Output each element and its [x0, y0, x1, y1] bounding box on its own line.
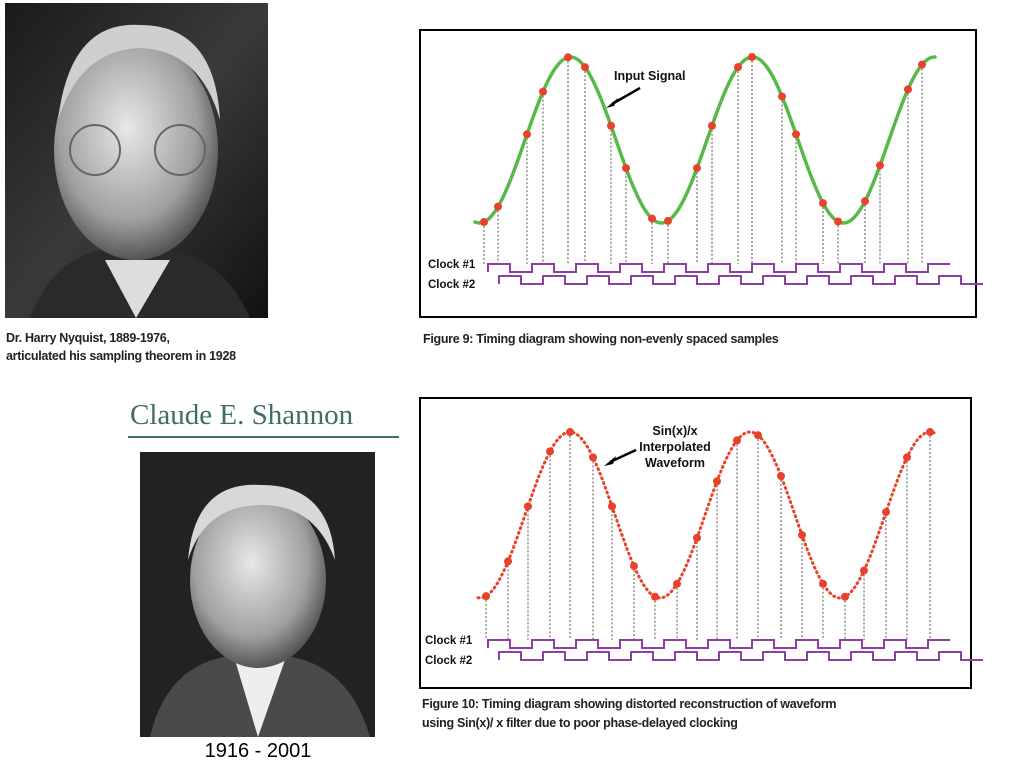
sample-dot	[819, 579, 827, 588]
shannon-years: 1916 - 2001	[205, 740, 312, 762]
clock-label: Clock #1	[425, 635, 473, 647]
sample-dot	[504, 557, 512, 566]
sample-dot	[778, 92, 786, 101]
sample-dot	[918, 60, 926, 69]
sample-dot	[608, 502, 616, 511]
arrow-head	[606, 98, 618, 108]
figure9-annotation: Input Signal	[614, 69, 686, 83]
sample-dot	[622, 164, 630, 173]
nyquist-photo	[5, 3, 268, 318]
sample-dot	[748, 53, 756, 62]
sample-dot	[713, 477, 721, 486]
sample-dot	[882, 508, 890, 517]
nyquist-caption: articulated his sampling theorem in 1928	[6, 349, 236, 363]
sample-dot	[754, 431, 762, 440]
sample-dot	[524, 502, 532, 511]
sample-dot	[589, 453, 597, 462]
figure10-diagram	[476, 428, 983, 661]
sample-dot	[546, 447, 554, 456]
figure10-caption: using Sin(x)/ x filter due to poor phase…	[422, 716, 738, 730]
sample-dot	[841, 592, 849, 601]
shannon-photo	[140, 452, 375, 737]
figure10-annotation: Interpolated	[639, 440, 711, 454]
sample-dot	[566, 428, 574, 436]
sample-dot	[733, 436, 741, 445]
sample-dot	[876, 161, 884, 170]
clock-waveform	[498, 651, 983, 661]
sample-dot	[607, 121, 615, 130]
sample-dot	[792, 130, 800, 139]
sample-dot	[834, 217, 842, 226]
sample-dot	[904, 85, 912, 94]
shannon-name: Claude E. Shannon	[130, 399, 354, 431]
sample-dot	[693, 533, 701, 542]
sample-dot	[581, 63, 589, 72]
clock-waveform	[487, 639, 950, 649]
nyquist-caption: Dr. Harry Nyquist, 1889-1976,	[6, 331, 170, 345]
sample-dot	[861, 197, 869, 206]
sample-dot	[693, 164, 701, 173]
sample-dot	[708, 121, 716, 130]
clock-label: Clock #2	[428, 279, 475, 291]
figure10-caption: Figure 10: Timing diagram showing distor…	[422, 697, 836, 711]
figure10-annotation: Waveform	[645, 456, 705, 470]
sample-dot	[651, 592, 659, 601]
sample-dot	[819, 199, 827, 208]
sample-dot	[673, 579, 681, 588]
waveform	[476, 430, 936, 600]
sample-dot	[564, 53, 572, 62]
figure9-caption: Figure 9: Timing diagram showing non-eve…	[423, 332, 779, 346]
sample-dot	[630, 562, 638, 571]
clock-label: Clock #2	[425, 655, 472, 667]
sample-dot	[539, 87, 547, 96]
sample-dot	[648, 214, 656, 223]
figure10-annotation: Sin(x)/x	[652, 424, 697, 438]
sample-dot	[798, 531, 806, 540]
clock-waveform	[487, 263, 950, 273]
clock-waveform	[498, 275, 983, 285]
clock-label: Clock #1	[428, 259, 476, 271]
sample-dot	[734, 63, 742, 72]
waveform	[473, 55, 937, 225]
sample-dot	[777, 472, 785, 481]
sample-dot	[903, 453, 911, 462]
figure9-diagram	[473, 53, 983, 285]
sample-dot	[482, 592, 490, 601]
arrow	[611, 86, 641, 106]
sample-dot	[523, 130, 531, 139]
sample-dot	[860, 566, 868, 575]
sample-dot	[664, 216, 672, 225]
figure9-frame	[419, 29, 977, 318]
arrow-head	[604, 456, 616, 466]
sample-dot	[926, 428, 934, 436]
sample-dot	[480, 218, 488, 227]
sample-dot	[494, 202, 502, 211]
